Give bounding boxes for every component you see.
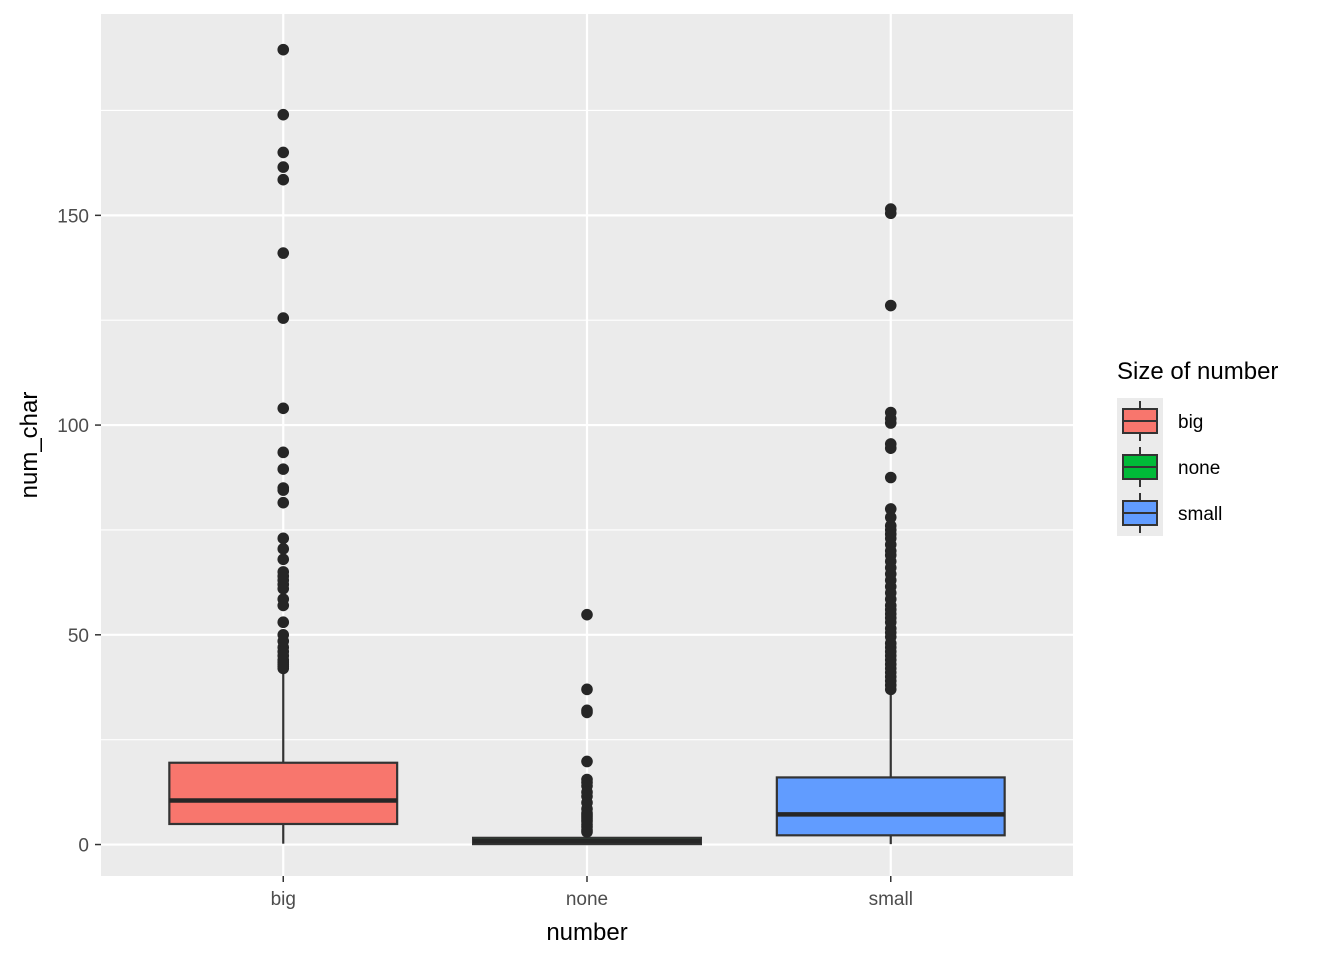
- legend-label: none: [1178, 458, 1220, 479]
- outlier-point: [884, 207, 897, 220]
- y-axis-title: num_char: [16, 392, 43, 499]
- outlier-point: [277, 599, 290, 612]
- outlier-point: [581, 706, 593, 719]
- outlier-point: [277, 247, 290, 259]
- outlier-point: [277, 43, 290, 56]
- outlier-point: [277, 543, 290, 555]
- legend-title: Size of number: [1117, 358, 1278, 385]
- y-tick-label: 0: [78, 836, 89, 857]
- outlier-point: [277, 161, 290, 173]
- y-tick-label: 100: [57, 416, 89, 437]
- outlier-point: [277, 446, 290, 459]
- outlier-point: [277, 484, 290, 496]
- x-tick-label: small: [869, 889, 913, 910]
- iqr-box: [775, 776, 1006, 837]
- outlier-point: [884, 417, 897, 429]
- outlier-point: [581, 826, 593, 838]
- outlier-point: [884, 511, 897, 524]
- x-tick-label: none: [566, 889, 608, 910]
- outlier-point: [277, 173, 290, 186]
- outlier-point: [581, 608, 593, 621]
- outlier-point: [277, 582, 290, 595]
- outlier-point: [277, 108, 290, 121]
- outlier-point: [581, 683, 593, 696]
- outlier-point: [277, 496, 290, 509]
- outlier-point: [277, 463, 290, 475]
- outlier-point: [581, 755, 593, 768]
- legend-label: small: [1178, 504, 1222, 525]
- y-tick-label: 50: [68, 626, 89, 647]
- outlier-point: [277, 616, 290, 629]
- outlier-point: [277, 312, 290, 324]
- legend-key-big: big: [1122, 401, 1203, 441]
- boxes: [168, 43, 1006, 846]
- x-tick-label: big: [271, 889, 296, 910]
- outlier-point: [277, 146, 290, 159]
- outlier-point: [884, 503, 897, 515]
- x-axis: big none small: [271, 876, 913, 910]
- x-axis-title: number: [546, 919, 627, 946]
- outlier-point: [277, 532, 290, 545]
- box-none: [471, 608, 703, 846]
- outlier-point: [884, 299, 897, 312]
- outlier-point: [277, 662, 290, 675]
- legend-key-small: small: [1122, 493, 1222, 533]
- iqr-box: [168, 761, 399, 826]
- outlier-point: [884, 442, 897, 454]
- outlier-point: [884, 683, 897, 696]
- outlier-point: [277, 553, 290, 566]
- y-tick-label: 150: [57, 206, 89, 227]
- legend-label: big: [1178, 412, 1203, 433]
- legend: Size of number big none small: [1117, 358, 1278, 536]
- legend-key-none: none: [1122, 447, 1220, 487]
- outlier-point: [277, 402, 290, 415]
- box-small: [775, 203, 1006, 845]
- y-axis: 0 50 100 150: [57, 206, 101, 857]
- outlier-point: [884, 471, 897, 484]
- box-big: [168, 43, 399, 844]
